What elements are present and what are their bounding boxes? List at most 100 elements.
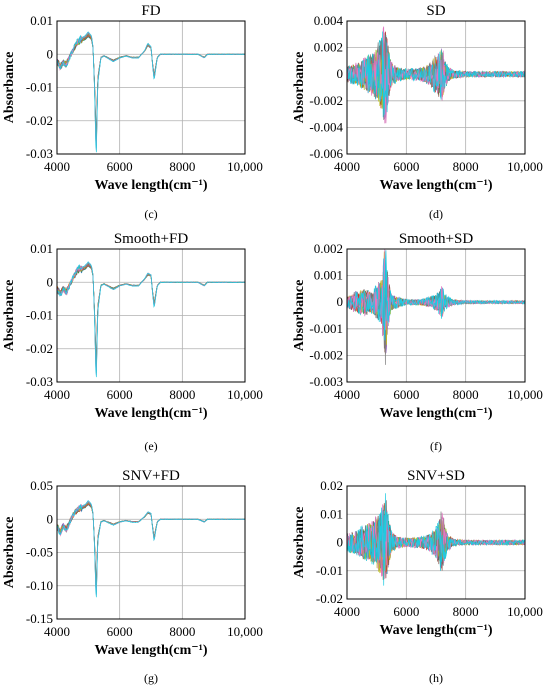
- y-tick-label: -0.004: [309, 119, 343, 134]
- x-tick-label: 6000: [107, 387, 133, 402]
- spectrum-line: [347, 31, 525, 118]
- spectrum-line: [57, 31, 245, 153]
- x-tick-label: 4000: [334, 159, 360, 174]
- x-axis-label: Wave length(cm⁻¹): [94, 643, 207, 658]
- x-tick-label: 8000: [169, 624, 195, 639]
- y-tick-label: -0.10: [26, 578, 53, 593]
- y-tick-label: 0.05: [30, 478, 53, 493]
- y-tick-label: 0: [337, 294, 344, 309]
- y-tick-label: 0.02: [320, 478, 343, 493]
- x-axis-label: Wave length(cm⁻¹): [379, 623, 492, 638]
- y-tick-label: -0.03: [26, 146, 53, 161]
- panel-caption: (f): [430, 439, 442, 453]
- y-tick-label: 0.01: [320, 506, 343, 521]
- spectrum-line: [57, 263, 245, 370]
- spectrum-line: [57, 265, 245, 361]
- x-tick-label: 10,000: [507, 387, 543, 402]
- panel-title: Smooth+SD: [399, 231, 473, 247]
- x-tick-label: 10,000: [507, 604, 543, 619]
- x-tick-label: 4000: [44, 159, 70, 174]
- y-tick-label: 0.004: [314, 13, 344, 28]
- panel-d: 4000 6000 8000 10,000 -0.006 -0.004 -0.002 0 0.0…: [292, 3, 543, 221]
- y-tick-label: 0.001: [314, 268, 343, 283]
- y-tick-label: -0.05: [26, 545, 53, 560]
- y-axis-label: Absorbance: [292, 280, 307, 352]
- spectrum-line: [347, 263, 525, 326]
- y-tick-label: -0.01: [26, 80, 53, 95]
- panel-caption: (h): [429, 671, 443, 685]
- y-tick-label: 0: [47, 511, 54, 526]
- panel-e: 4000 6000 8000 10,000 -0.03 -0.02 -0.01 0 0.01 Sm…: [2, 231, 263, 453]
- x-tick-label: 8000: [453, 604, 479, 619]
- x-tick-label: 10,000: [227, 387, 263, 402]
- x-tick-label: 6000: [393, 387, 419, 402]
- y-tick-label: 0: [47, 46, 54, 61]
- x-axis-label: Wave length(cm⁻¹): [379, 406, 492, 421]
- panel-caption: (g): [144, 671, 158, 685]
- panel-title: Smooth+FD: [114, 231, 188, 247]
- panel-g: 4000 6000 8000 10,000 -0.15 -0.10 -0.05 0 0.05 SN…: [2, 468, 263, 685]
- spectra-d: [347, 26, 525, 124]
- x-tick-label: 8000: [453, 159, 479, 174]
- y-tick-label: 0.002: [314, 241, 343, 256]
- y-axis-label: Absorbance: [2, 280, 17, 352]
- x-tick-label: 6000: [107, 624, 133, 639]
- y-axis-label: Absorbance: [292, 507, 307, 579]
- spectrum-line: [57, 266, 245, 358]
- y-axis-label: Absorbance: [292, 52, 307, 124]
- y-tick-label: -0.006: [309, 146, 343, 161]
- spectra-g: [57, 500, 245, 598]
- panel-h: 4000 6000 8000 10,000 -0.02 -0.01 0 0.01 0.02 SNV…: [292, 468, 543, 685]
- spectra-c: [57, 31, 245, 153]
- y-tick-label: 0.01: [30, 13, 53, 28]
- x-tick-label: 4000: [44, 624, 70, 639]
- x-axis-label: Wave length(cm⁻¹): [94, 178, 207, 193]
- x-tick-label: 4000: [334, 387, 360, 402]
- spectrum-line: [57, 264, 245, 363]
- y-tick-label: -0.002: [309, 347, 343, 362]
- plot-frame: [346, 20, 526, 155]
- spectrum-line: [57, 264, 245, 365]
- x-tick-label: 10,000: [227, 624, 263, 639]
- panel-title: SNV+SD: [407, 468, 465, 484]
- spectra-f: [347, 249, 525, 365]
- x-tick-label: 6000: [393, 159, 419, 174]
- y-tick-label: -0.15: [26, 611, 53, 626]
- y-tick-label: 0: [47, 274, 54, 289]
- panel-c: 4000 6000 8000 10,000 -0.03 -0.02 -0.01 0 0.01 FD…: [2, 3, 263, 221]
- spectrum-line: [57, 261, 245, 378]
- x-tick-label: 8000: [453, 387, 479, 402]
- y-tick-label: -0.01: [26, 308, 53, 323]
- y-tick-label: -0.003: [309, 374, 343, 389]
- y-tick-label: 0.01: [30, 241, 53, 256]
- x-tick-label: 4000: [44, 387, 70, 402]
- x-axis-label: Wave length(cm⁻¹): [94, 406, 207, 421]
- y-tick-label: -0.02: [26, 341, 53, 356]
- x-tick-label: 6000: [107, 159, 133, 174]
- panel-title: SNV+FD: [122, 468, 180, 484]
- y-tick-label: -0.01: [316, 563, 343, 578]
- spectrum-line: [347, 493, 525, 586]
- panel-f: 4000 6000 8000 10,000 -0.003 -0.002 -0.001 0 0.0…: [292, 231, 543, 453]
- panel-caption: (c): [144, 207, 157, 221]
- y-tick-label: -0.02: [26, 113, 53, 128]
- y-tick-label: -0.002: [309, 93, 343, 108]
- y-tick-label: -0.02: [316, 591, 343, 606]
- x-axis-label: Wave length(cm⁻¹): [379, 178, 492, 193]
- y-tick-label: 0.002: [314, 40, 343, 55]
- x-tick-label: 6000: [393, 604, 419, 619]
- panel-caption: (d): [429, 207, 443, 221]
- y-tick-label: 0: [337, 66, 344, 81]
- plot-frame: [56, 20, 246, 155]
- x-tick-label: 10,000: [227, 159, 263, 174]
- spectra-h: [347, 493, 525, 586]
- plot-frame: [56, 248, 246, 383]
- x-tick-label: 8000: [169, 387, 195, 402]
- spectrum-line: [347, 271, 525, 365]
- x-tick-label: 10,000: [507, 159, 543, 174]
- panel-caption: (e): [144, 439, 157, 453]
- plot-frame: [346, 248, 526, 383]
- spectrum-line: [347, 250, 525, 341]
- y-tick-label: 0: [337, 535, 344, 550]
